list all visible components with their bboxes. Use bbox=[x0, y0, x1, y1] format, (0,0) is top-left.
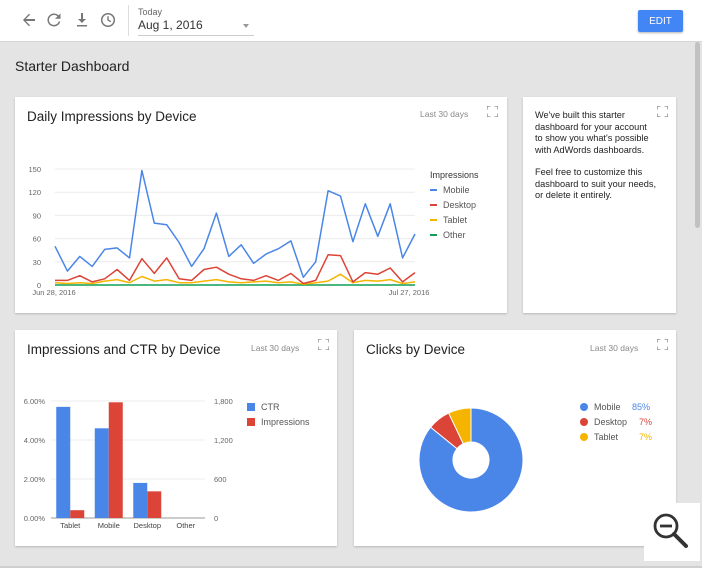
legend-mobile: Mobile bbox=[430, 182, 479, 197]
legend-swatch bbox=[430, 233, 437, 236]
card-date-range: Last 30 days bbox=[251, 343, 300, 353]
legend-desktop: Desktop 7% bbox=[580, 414, 652, 429]
legend-swatch bbox=[247, 417, 255, 426]
legend-swatch bbox=[430, 188, 437, 191]
y-tick-label-left: 0.00% bbox=[24, 514, 46, 523]
x-tick-label: Jul 27, 2016 bbox=[389, 288, 430, 297]
impressions-ctr-chart: 0.00% 2.00% 4.00% 6.00% 0 600 1,200 1,800 Tablet… bbox=[24, 397, 233, 530]
history-clock-icon[interactable] bbox=[99, 11, 117, 29]
bar-impressions bbox=[70, 510, 85, 518]
legend-swatch bbox=[430, 218, 437, 221]
x-tick-label: Other bbox=[176, 521, 195, 530]
bar-ctr bbox=[56, 406, 71, 518]
y-tick-label-right: 1,200 bbox=[214, 436, 233, 445]
legend-percent: 7% bbox=[639, 416, 653, 427]
y-tick-label-left: 4.00% bbox=[24, 436, 46, 445]
legend-other: Other bbox=[430, 227, 479, 242]
scrollbar-thumb[interactable] bbox=[695, 42, 700, 228]
y-tick-label: 90 bbox=[33, 211, 41, 220]
legend-label: Mobile bbox=[594, 401, 621, 412]
y-tick-label-left: 2.00% bbox=[24, 475, 46, 484]
bottom-border bbox=[0, 566, 702, 568]
bar-ctr bbox=[94, 428, 109, 518]
daily-impressions-card: Daily Impressions by Device Last 30 days… bbox=[15, 97, 507, 313]
legend-ctr: CTR bbox=[247, 399, 310, 414]
legend-tablet: Tablet bbox=[430, 212, 479, 227]
page-title: Starter Dashboard bbox=[15, 58, 130, 74]
y-tick-label: 120 bbox=[28, 188, 41, 197]
card-date-range: Last 30 days bbox=[420, 109, 469, 119]
card-date-range: Last 30 days bbox=[590, 343, 639, 353]
y-tick-label: 30 bbox=[33, 258, 41, 267]
legend-swatch bbox=[247, 402, 255, 411]
legend-label: Desktop bbox=[594, 416, 628, 427]
legend-label: Tablet bbox=[443, 214, 468, 225]
legend-label: Mobile bbox=[443, 184, 470, 195]
daily-legend: Impressions Mobile Desktop Tablet Other bbox=[430, 167, 479, 242]
y-tick-label-left: 6.00% bbox=[24, 397, 46, 406]
legend-desktop: Desktop bbox=[430, 197, 479, 212]
donut-slice-tablet bbox=[447, 407, 472, 445]
donut-slice-mobile bbox=[418, 407, 524, 513]
x-tick-label: Desktop bbox=[133, 521, 161, 530]
legend-label: Impressions bbox=[261, 416, 310, 427]
card-title: Daily Impressions by Device bbox=[27, 109, 197, 124]
legend-swatch bbox=[580, 432, 588, 441]
date-underline bbox=[138, 35, 254, 36]
y-tick-label: 0 bbox=[37, 281, 41, 290]
download-icon[interactable] bbox=[73, 11, 91, 29]
zoom-out-button[interactable] bbox=[644, 503, 700, 561]
impressions-ctr-card: Impressions and CTR by Device Last 30 da… bbox=[15, 330, 337, 546]
legend-percent: 85% bbox=[632, 401, 651, 412]
legend-label: Other bbox=[443, 229, 466, 240]
clicks-legend: Mobile 85% Desktop 7% Tablet 7% bbox=[580, 399, 652, 444]
chevron-down-icon bbox=[243, 24, 249, 28]
back-arrow-icon[interactable] bbox=[20, 11, 38, 29]
y-tick-label-right: 1,800 bbox=[214, 397, 233, 406]
date-label: Today bbox=[138, 7, 163, 17]
legend-label: CTR bbox=[261, 401, 280, 412]
legend-mobile: Mobile 85% bbox=[580, 399, 652, 414]
series-line-tablet bbox=[54, 273, 416, 285]
date-value: Aug 1, 2016 bbox=[138, 18, 203, 32]
refresh-icon[interactable] bbox=[45, 11, 63, 29]
x-tick-label: Jun 28, 2016 bbox=[32, 288, 75, 297]
legend-tablet: Tablet 7% bbox=[580, 429, 652, 444]
legend-label: Desktop bbox=[443, 199, 477, 210]
y-tick-label: 150 bbox=[28, 165, 41, 174]
top-toolbar: Today Aug 1, 2016 EDIT bbox=[0, 0, 702, 42]
card-title: Impressions and CTR by Device bbox=[27, 342, 221, 357]
legend-swatch bbox=[580, 402, 588, 411]
y-tick-label: 60 bbox=[33, 235, 41, 244]
ctr-legend: CTR Impressions bbox=[247, 399, 310, 429]
series-line-desktop bbox=[55, 254, 416, 285]
card-title: Clicks by Device bbox=[366, 342, 466, 357]
x-tick-label: Tablet bbox=[60, 521, 81, 530]
bar-ctr bbox=[133, 482, 148, 518]
vertical-scrollbar[interactable] bbox=[693, 42, 702, 568]
y-tick-label-right: 0 bbox=[214, 514, 218, 523]
legend-title: Impressions bbox=[430, 169, 479, 180]
bar-impressions bbox=[108, 402, 123, 518]
legend-swatch bbox=[580, 417, 588, 426]
clicks-by-device-card: Clicks by Device Last 30 days Mobile 85% … bbox=[354, 330, 676, 546]
series-line-mobile bbox=[54, 169, 416, 279]
legend-impressions: Impressions bbox=[247, 414, 310, 429]
welcome-text: We've built this starter dashboard for y… bbox=[535, 110, 657, 202]
bar-impressions bbox=[147, 491, 162, 518]
expand-icon[interactable] bbox=[657, 106, 668, 117]
zoom-out-icon bbox=[653, 513, 688, 548]
welcome-card: We've built this starter dashboard for y… bbox=[523, 97, 676, 313]
legend-label: Tablet bbox=[594, 431, 619, 442]
y-tick-label-right: 600 bbox=[214, 475, 227, 484]
date-range-selector[interactable]: Today Aug 1, 2016 bbox=[128, 5, 254, 36]
clicks-donut-chart bbox=[418, 407, 524, 513]
legend-swatch bbox=[430, 203, 437, 206]
edit-button[interactable]: EDIT bbox=[638, 10, 683, 32]
welcome-paragraph: Feel free to customize this dashboard to… bbox=[535, 167, 657, 200]
legend-percent: 7% bbox=[639, 431, 653, 442]
daily-impressions-chart: 0 30 60 90 120 150 Jun 28, 2016 Jul 27, 2016 bbox=[28, 165, 430, 297]
x-tick-label: Mobile bbox=[98, 521, 120, 530]
welcome-paragraph: We've built this starter dashboard for y… bbox=[535, 110, 649, 155]
